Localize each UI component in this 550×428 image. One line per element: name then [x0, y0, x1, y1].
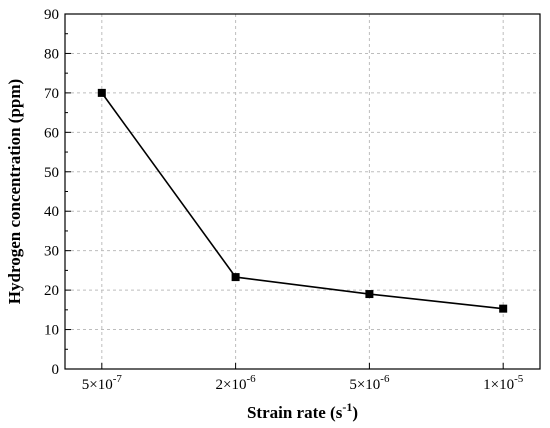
x-tick-label: 5×10-7 — [82, 373, 123, 393]
y-tick-label: 20 — [44, 283, 59, 299]
data-point-marker — [97, 88, 106, 97]
grid-lines — [65, 14, 540, 369]
data-point-marker — [231, 273, 240, 282]
y-tick-label: 40 — [44, 204, 59, 220]
x-tick-label-exponent: -7 — [113, 373, 123, 385]
y-tick-label: 60 — [44, 125, 59, 141]
x-axis-title: Strain rate (s-1) — [247, 400, 358, 422]
x-axis-title-sup: -1 — [342, 400, 352, 414]
y-tick-label: 80 — [44, 46, 59, 62]
y-tick-label: 0 — [52, 362, 60, 378]
x-tick-label-exponent: -5 — [514, 373, 524, 385]
y-tick-label: 70 — [44, 86, 59, 102]
x-tick-label: 2×10-6 — [216, 373, 257, 393]
y-tick-labels: 0 10 20 30 40 50 60 70 80 90 — [44, 7, 59, 378]
x-tick-label-exponent: -6 — [380, 373, 390, 385]
axis-ticks — [65, 13, 504, 370]
y-tick-label: 30 — [44, 244, 59, 260]
y-tick-label: 90 — [44, 7, 59, 23]
x-axis-title-close: ) — [352, 403, 358, 422]
plot-frame — [64, 13, 541, 370]
data-point-marker — [499, 304, 508, 313]
x-tick-labels: 5×10-7 2×10-6 5×10-6 1×10-5 — [82, 373, 524, 393]
x-axis-title-main: Strain rate (s — [247, 403, 343, 422]
x-tick-label: 5×10-6 — [349, 373, 390, 393]
data-point-marker — [365, 290, 374, 299]
x-tick-label-mantissa: 5×10 — [349, 377, 380, 393]
y-tick-label: 50 — [44, 165, 59, 181]
x-tick-label: 1×10-5 — [483, 373, 524, 393]
x-tick-label-mantissa: 5×10 — [82, 377, 113, 393]
series-line — [101, 92, 504, 310]
y-tick-label: 10 — [44, 323, 59, 339]
y-axis-title: Hydrogen concentration (ppm) — [5, 79, 24, 304]
x-tick-label-mantissa: 1×10 — [483, 377, 514, 393]
x-tick-label-mantissa: 2×10 — [216, 377, 247, 393]
x-tick-label-exponent: -6 — [247, 373, 257, 385]
series-markers — [97, 88, 508, 313]
